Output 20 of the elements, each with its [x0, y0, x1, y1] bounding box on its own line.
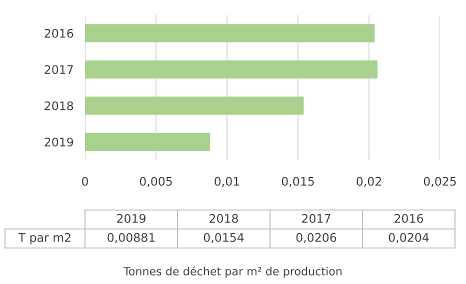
- x-tick-label: 0,025: [424, 176, 456, 188]
- x-tick-label: 0,02: [356, 176, 381, 188]
- x-tick-label: 0,01: [214, 176, 240, 188]
- x-tick-label: 0,005: [140, 176, 172, 188]
- y-tick-label: 2019: [44, 138, 74, 147]
- category-label: 2019: [117, 214, 146, 223]
- category-label: 2016: [394, 214, 424, 223]
- text: Tonnes de déchet par m² de production: [123, 266, 342, 278]
- category-label: 2018: [210, 214, 238, 223]
- text: 0,0204: [388, 232, 429, 244]
- x-tick-label: 0,015: [282, 176, 314, 188]
- text: 0,0154: [204, 232, 244, 244]
- category-label: 2017: [302, 214, 330, 223]
- text: 0,00881: [108, 232, 155, 244]
- y-tick-label: 2016: [44, 28, 74, 38]
- y-tick-label: 2017: [44, 65, 73, 74]
- text: T par m2: [18, 232, 70, 244]
- x-tick-label: 0: [82, 176, 88, 186]
- y-tick-label: 2018: [44, 101, 74, 110]
- text: 0,0206: [296, 232, 336, 244]
